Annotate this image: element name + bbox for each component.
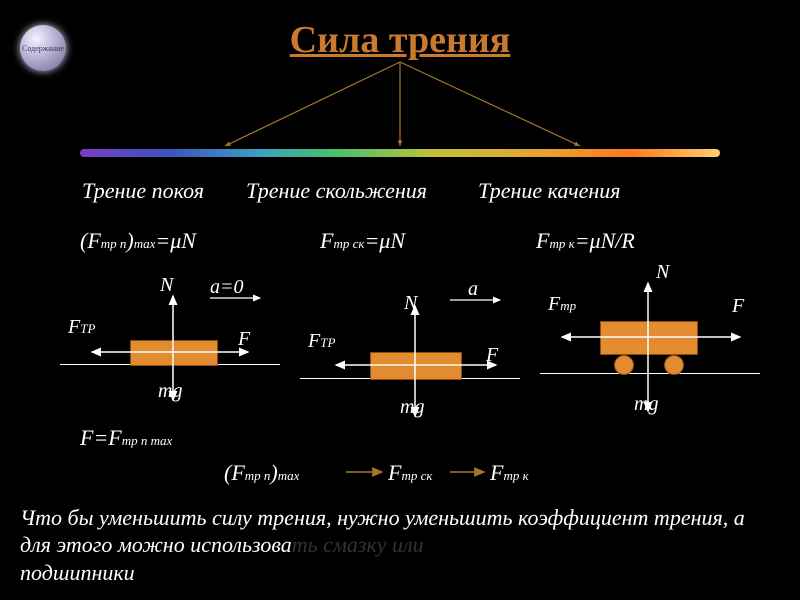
page-title: Сила трения: [0, 18, 800, 62]
label-F: F: [732, 295, 744, 318]
label-mg: mg: [634, 393, 658, 416]
label-a: a: [468, 278, 478, 301]
formula-sliding: Fтр ск=μN: [320, 228, 405, 254]
label-Ftr: FТР: [68, 316, 95, 339]
label-mg: mg: [158, 380, 182, 403]
label-F: F: [486, 344, 498, 367]
label-mg: mg: [400, 396, 424, 419]
label-F: F: [238, 328, 250, 351]
formula-chain2: Fтр ск: [388, 460, 432, 486]
formula-static: (Fтр п)max=μN: [80, 228, 196, 254]
label-Ftr: Fтр: [548, 293, 576, 316]
formula-rolling: Fтр к=μN/R: [536, 228, 635, 254]
rainbow-bar: [80, 149, 720, 157]
category-label: Трение качения: [478, 178, 620, 204]
label-N: N: [656, 261, 669, 284]
label-a: a=0: [210, 276, 244, 299]
diagram-rolling: N Fтр F mg: [540, 265, 760, 405]
label-N: N: [404, 292, 417, 315]
formula-eq: F=Fтр п max: [80, 425, 172, 451]
label-N: N: [160, 274, 173, 297]
formula-chain3: Fтр к: [490, 460, 529, 486]
diagram-sliding: N a FТР F mg: [300, 278, 520, 418]
formula-chain: (Fтр п)max: [224, 460, 299, 486]
bottom-text: Что бы уменьшить силу трения, нужно умен…: [20, 504, 780, 587]
category-label: Трение покоя: [82, 178, 204, 204]
category-label: Трение скольжения: [246, 178, 427, 204]
diagram-static: N a=0 FТР F mg: [60, 268, 280, 408]
label-Ftr: FТР: [308, 330, 335, 353]
